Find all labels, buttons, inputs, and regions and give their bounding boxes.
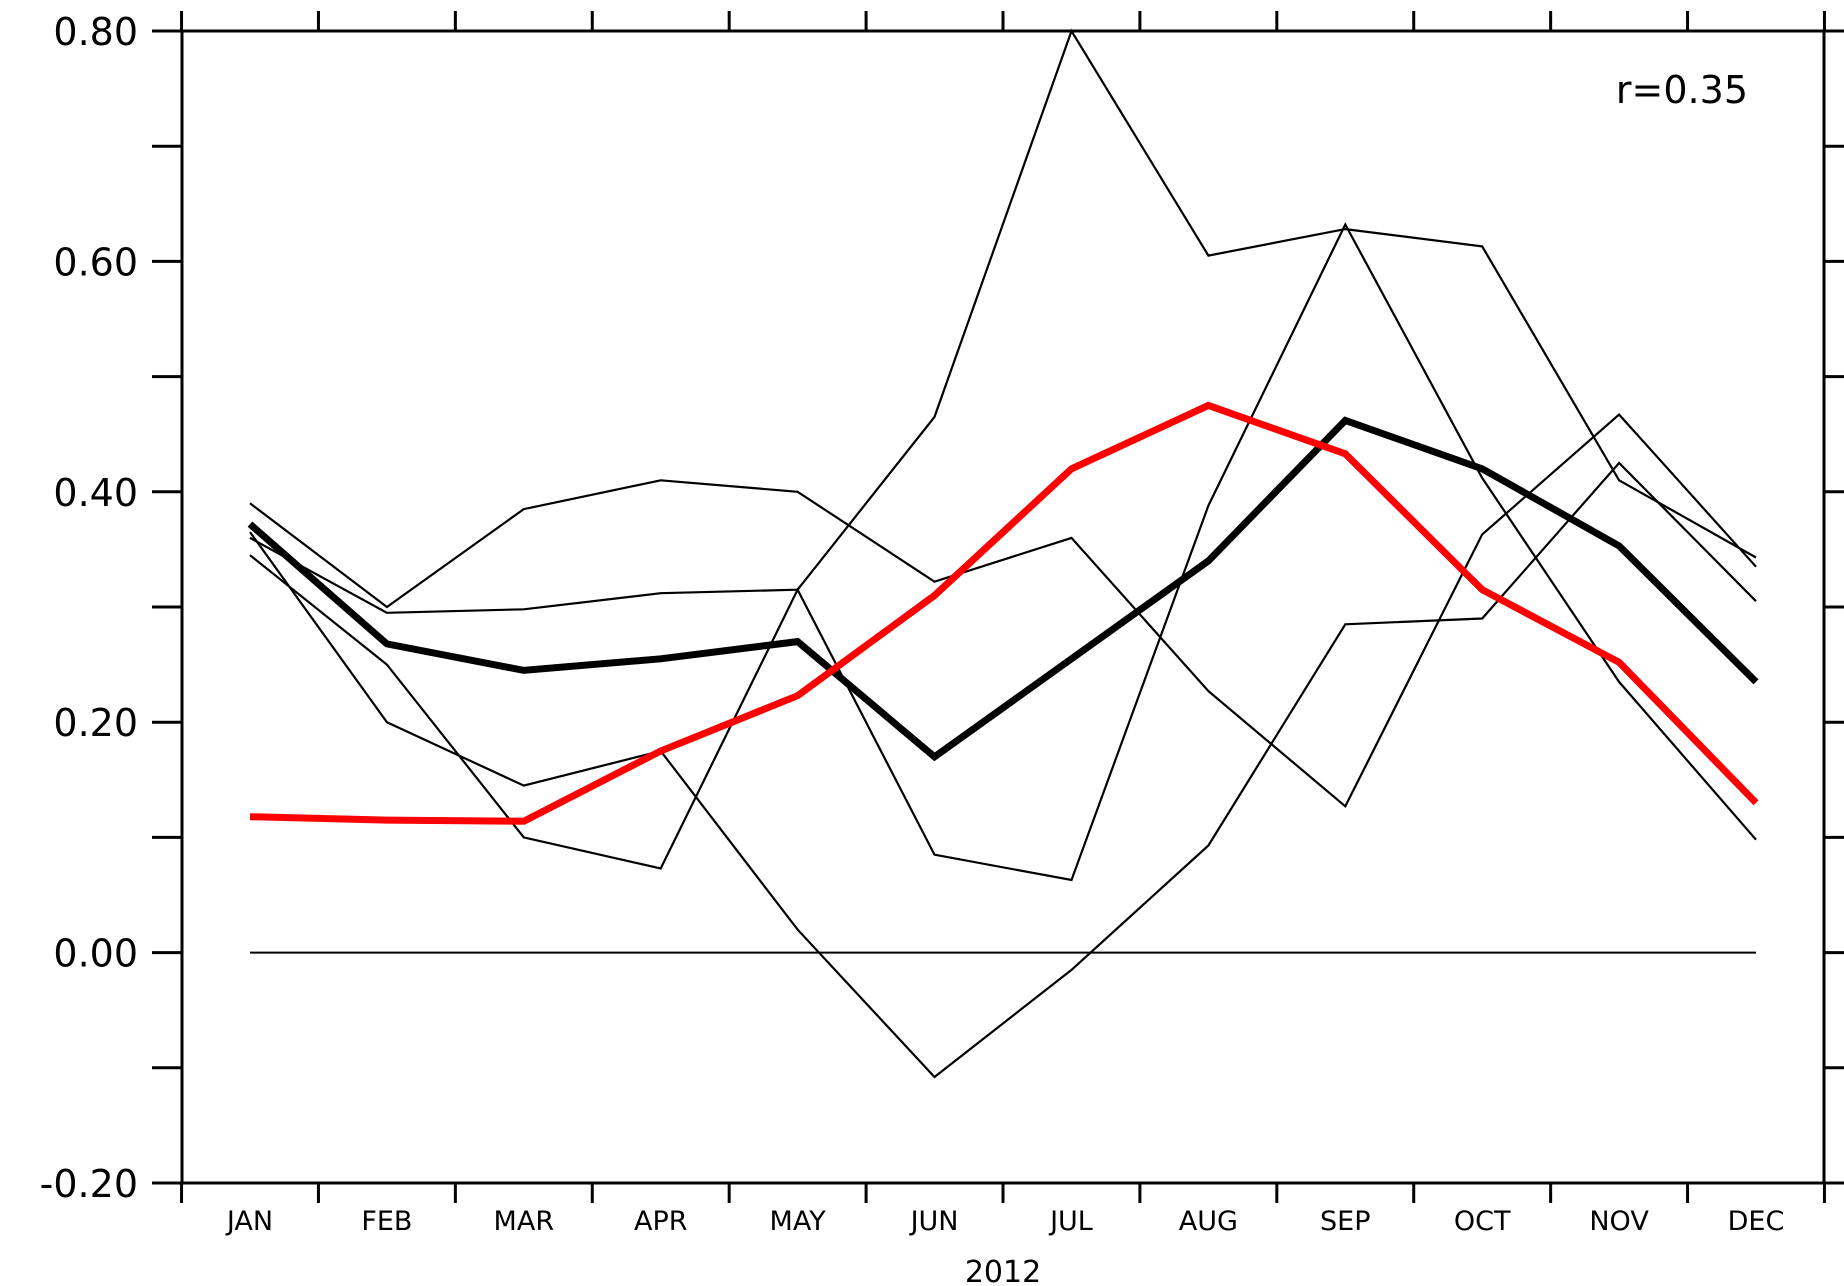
series-line-5	[247, 416, 1759, 762]
series-line-1	[249, 461, 1757, 1079]
y-tick-label: 0.00	[53, 932, 138, 976]
x-tick-label: DEC	[1728, 1206, 1785, 1237]
series-line-6	[249, 401, 1759, 825]
y-tick-label: -0.20	[40, 1162, 138, 1206]
x-tick-label: SEP	[1320, 1206, 1370, 1237]
y-tick-label: 0.60	[53, 240, 138, 284]
x-tick-label: MAR	[494, 1206, 555, 1237]
x-tick-label: APR	[634, 1206, 688, 1237]
y-tick-label: 0.20	[53, 701, 138, 745]
plot-frame	[180, 29, 1826, 1185]
x-tick-label: NOV	[1589, 1206, 1649, 1237]
correlation-annotation: r=0.35	[1616, 68, 1748, 112]
x-tick-label: JAN	[225, 1206, 273, 1237]
x-tick-label: JUN	[909, 1206, 959, 1237]
y-tick-label: 0.40	[53, 471, 138, 515]
x-tick-label: FEB	[361, 1206, 412, 1237]
x-tick-label: OCT	[1454, 1206, 1511, 1237]
labels-group: -0.20 0.00 0.20 0.40 0.60 0.80 JAN FEB MAR APR MAY…	[40, 10, 1785, 1237]
x-tick-label: AUG	[1179, 1206, 1238, 1237]
series-line-3	[249, 222, 1757, 882]
x-axis-title: 2012	[965, 1255, 1041, 1286]
axes-group	[152, 11, 1844, 1203]
y-tick-label: 0.80	[53, 10, 138, 54]
series-group	[247, 28, 1759, 1079]
x-tick-label: MAY	[770, 1206, 827, 1237]
series-line-4	[249, 28, 1757, 614]
series-line-2	[249, 413, 1757, 809]
x-tick-label: JUL	[1048, 1206, 1093, 1237]
